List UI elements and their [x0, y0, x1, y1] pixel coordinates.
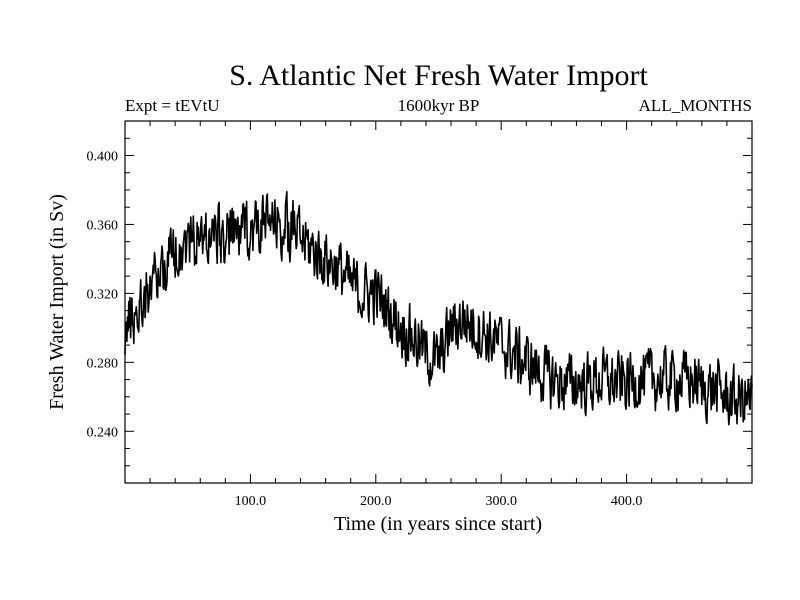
y-tick-label: 0.320 [87, 287, 119, 302]
y-tick-label: 0.400 [87, 149, 119, 164]
x-tick-label: 200.0 [360, 494, 392, 509]
axis-ticks: 100.0 200.0 300.0 400.0 0.240 0.280 0.320 0.360… [87, 121, 752, 509]
plot-frame [124, 120, 753, 484]
experiment-label: Expt = tEVtU [125, 96, 220, 115]
months-label: ALL_MONTHS [638, 96, 752, 115]
y-axis-label: Fresh Water Import (in Sv) [46, 194, 68, 410]
chart-title: S. Atlantic Net Fresh Water Import [229, 59, 648, 92]
series-line [124, 190, 753, 426]
x-tick-label: 100.0 [235, 494, 267, 509]
x-tick-label: 300.0 [485, 494, 517, 509]
y-tick-label: 0.360 [87, 218, 119, 233]
epoch-label: 1600kyr BP [397, 96, 480, 115]
x-axis-label: Time (in years since start) [334, 513, 542, 535]
x-tick-label: 400.0 [611, 494, 643, 509]
y-tick-label: 0.280 [87, 356, 119, 371]
y-tick-label: 0.240 [87, 425, 119, 440]
